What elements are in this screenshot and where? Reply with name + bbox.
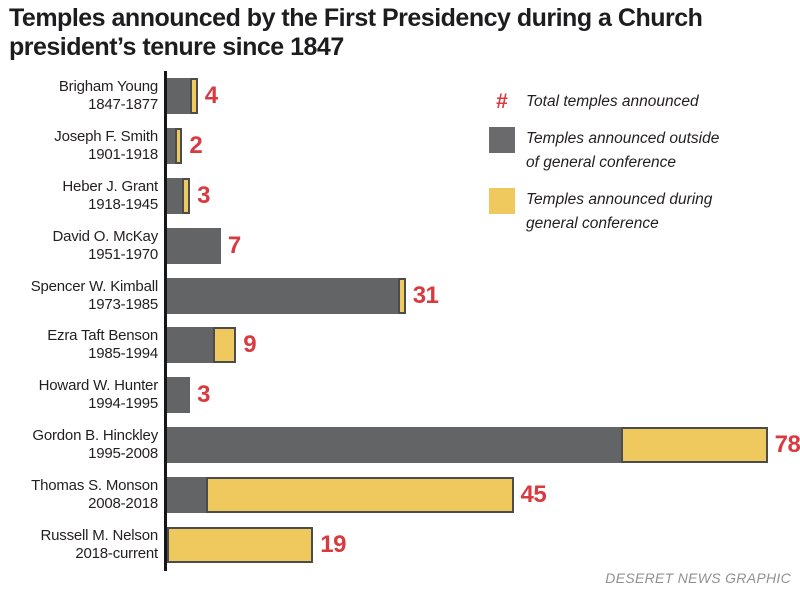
- president-years: 1847-1877: [88, 95, 158, 113]
- bar-segment-during: [398, 277, 406, 314]
- president-years: 2018-current: [75, 544, 158, 562]
- president-name: Brigham Young: [58, 77, 158, 95]
- chart-row: Joseph F. Smith 1901-1918 2: [0, 121, 800, 171]
- chart-row: Thomas S. Monson 2008-2018 45: [0, 470, 800, 520]
- row-label: Spencer W. Kimball 1973-1985: [0, 278, 158, 314]
- chart-row: Spencer W. Kimball 1973-1985 31: [0, 271, 800, 321]
- gray-swatch-icon: [489, 127, 515, 153]
- bar-segment-outside: [167, 227, 221, 264]
- legend-label-during: Temples announced during general confere…: [526, 188, 731, 236]
- legend-item-total: # Total temples announced: [489, 90, 789, 114]
- president-name: Ezra Taft Benson: [47, 327, 158, 345]
- total-temples-label: 78: [774, 431, 800, 459]
- baseline-axis: [164, 71, 167, 571]
- president-years: 1901-1918: [88, 145, 158, 163]
- legend: # Total temples announced Temples announ…: [489, 90, 789, 236]
- row-label: Howard W. Hunter 1994-1995: [0, 377, 159, 413]
- legend-label-outside-line1: Temples announced outside: [526, 130, 720, 147]
- legend-label-outside-line2: of general conference: [526, 154, 676, 171]
- president-name: Thomas S. Monson: [31, 477, 158, 495]
- source-credit: DESERET NEWS GRAPHIC: [605, 570, 791, 586]
- bar-segment-outside: [167, 377, 191, 414]
- legend-label-total: Total temples announced: [526, 93, 699, 110]
- row-label: Heber J. Grant 1918-1945: [0, 178, 158, 214]
- row-label: David O. McKay 1951-1970: [0, 228, 158, 264]
- total-temples-label: 2: [189, 131, 203, 159]
- chart-title: Temples announced by the First Presidenc…: [9, 4, 703, 61]
- row-label: Joseph F. Smith 1901-1918: [0, 128, 158, 164]
- bar-segment-outside: [167, 77, 198, 114]
- president-name: Heber J. Grant: [62, 177, 158, 195]
- legend-label-during-line2: general conference: [526, 215, 659, 232]
- total-temples-label: 3: [197, 381, 210, 409]
- total-number-symbol: #: [496, 90, 508, 113]
- president-years: 1973-1985: [88, 295, 158, 313]
- bar-segment-outside: [167, 277, 406, 314]
- row-label: Russell M. Nelson 2018-current: [0, 526, 159, 563]
- president-years: 1951-1970: [88, 245, 158, 263]
- total-temples-label: 19: [320, 530, 346, 558]
- bar-segment-during: [190, 77, 198, 114]
- total-temples-label: 31: [412, 281, 439, 309]
- bar-segment-outside: [167, 177, 191, 214]
- row-label: Ezra Taft Benson 1985-1994: [0, 327, 158, 363]
- president-years: 1985-1994: [88, 345, 158, 363]
- president-name: Gordon B. Hinckley: [32, 427, 158, 445]
- president-name: Russell M. Nelson: [40, 526, 159, 544]
- total-temples-label: 3: [197, 181, 210, 209]
- bar-segment-during: [213, 327, 237, 364]
- president-years: 1994-1995: [88, 395, 158, 413]
- bar-segment-during: [167, 526, 314, 563]
- row-label: Brigham Young 1847-1877: [0, 78, 158, 114]
- president-years: 1918-1945: [88, 195, 158, 213]
- total-temples-label: 4: [204, 81, 218, 109]
- legend-item-during: Temples announced during general confere…: [489, 188, 789, 236]
- chart-row: Heber J. Grant 1918-1945 3: [0, 171, 800, 221]
- president-years: 2008-2018: [88, 495, 158, 513]
- bar-segment-outside: [167, 477, 514, 514]
- chart-row: Gordon B. Hinckley 1995-2008 78: [0, 420, 800, 470]
- legend-label-outside: Temples announced outside of general con…: [526, 127, 731, 175]
- bar-chart: Brigham Young 1847-1877 4 Joseph F. Smith 19…: [0, 71, 800, 570]
- bar-segment-outside: [167, 427, 768, 464]
- president-name: David O. McKay: [52, 227, 158, 245]
- total-temples-label: 7: [227, 231, 241, 259]
- legend-item-outside: Temples announced outside of general con…: [489, 127, 789, 175]
- yellow-swatch-icon: [489, 188, 515, 214]
- bar-segment-outside: [167, 327, 237, 364]
- row-label: Gordon B. Hinckley 1995-2008: [0, 427, 158, 463]
- bar-segment-outside: [167, 127, 183, 164]
- bar-segment-during: [182, 177, 191, 214]
- total-temples-label: 45: [520, 481, 547, 509]
- row-label: Thomas S. Monson 2008-2018: [0, 477, 158, 513]
- president-name: Joseph F. Smith: [54, 127, 158, 145]
- chart-row: Russell M. Nelson 2018-current 19: [0, 520, 800, 570]
- bar-segment-during: [174, 127, 183, 164]
- chart-row: Brigham Young 1847-1877 4: [0, 71, 800, 121]
- bar-segment-during: [205, 477, 514, 514]
- bar-segment-during: [621, 427, 768, 464]
- president-years: 1995-2008: [88, 445, 158, 463]
- chart-row: David O. McKay 1951-1970 7: [0, 221, 800, 271]
- president-name: Spencer W. Kimball: [30, 277, 158, 295]
- legend-label-during-line1: Temples announced during: [526, 191, 713, 208]
- chart-row: Ezra Taft Benson 1985-1994 9: [0, 320, 800, 370]
- chart-row: Howard W. Hunter 1994-1995 3: [0, 370, 800, 420]
- bar-segment-outside: [167, 526, 314, 563]
- total-temples-label: 9: [243, 331, 257, 359]
- president-name: Howard W. Hunter: [38, 377, 159, 395]
